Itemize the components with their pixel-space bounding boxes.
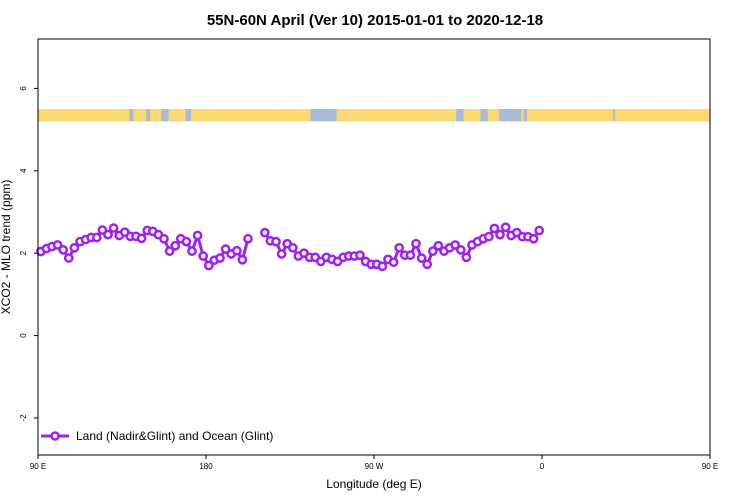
data-point [220,244,231,254]
legend: Land (Nadir&Glint) and Ocean (Glint) [41,429,273,443]
y-tick-label: 4 [19,168,28,173]
data-point [231,245,242,256]
data-point [433,240,444,251]
y-tick-label: -2 [19,414,28,422]
land-segment [118,109,130,122]
data-point [405,250,416,261]
y-tick-label: 2 [19,250,28,255]
data-point [164,246,175,256]
x-tick-label: 0 [540,462,545,471]
x-tick-label: 90 E [30,462,46,471]
data-point [198,251,209,261]
data-point [136,233,147,244]
data-point [237,254,248,265]
data-point [394,242,405,253]
data-point [483,231,494,242]
data-point [69,242,80,253]
x-tick-label: 90 E [702,462,718,471]
data-point [388,257,399,268]
data-point [108,223,119,233]
legend-marker-swatch [50,431,60,441]
data-point [103,229,113,240]
data-series [35,222,545,272]
land-segment [168,109,186,122]
land-segment [609,109,613,122]
land-segment [614,109,710,122]
data-point [187,246,197,256]
data-point [170,240,181,251]
legend-label: Land (Nadir&Glint) and Ocean (Glint) [76,429,273,443]
data-point [355,250,365,261]
y-tick-label: 0 [19,333,28,338]
land-segment [191,109,276,122]
data-point [422,259,433,270]
data-point [192,230,203,241]
data-point [215,253,225,263]
land-segment [275,109,311,122]
data-point [203,260,214,271]
plot-frame [37,38,711,456]
data-point [489,223,500,234]
data-point [181,236,192,247]
x-tick-label: 180 [199,462,213,471]
data-point [455,245,466,255]
land-segment [487,109,500,122]
land-segment [38,109,119,122]
data-point [416,253,427,263]
data-point [259,227,270,238]
data-point [271,236,281,247]
data-point [276,249,287,259]
data-point [91,232,102,243]
data-point [287,242,298,253]
data-point [461,252,472,263]
data-point [495,229,505,240]
land-mask-band [38,109,710,122]
y-tick-label: 6 [19,86,28,91]
data-point [534,225,545,236]
data-point [411,238,421,249]
data-point [528,233,539,244]
data-point [58,245,69,255]
data-point [63,253,74,263]
data-point [52,240,63,250]
land-segment [521,109,524,122]
land-segment [463,109,481,122]
land-segment [150,109,162,122]
data-point [450,240,461,250]
data-point [427,246,438,256]
x-tick-label: 90 W [365,462,384,471]
land-segment [133,109,147,122]
y-axis: -2 0 2 4 6 [19,86,38,422]
x-axis: 90 E 180 90 W 0 90 E [30,455,718,471]
data-point [377,261,388,272]
land-segment [336,109,457,122]
chart-title: 55N-60N April (Ver 10) 2015-01-01 to 202… [207,12,543,29]
x-axis-label: Longitude (deg E) [326,477,421,491]
data-point [500,222,511,233]
land-segment [527,109,610,122]
data-point [243,233,253,244]
y-axis-label: XCO2 - MLO trend (ppm) [0,180,13,315]
data-point [159,233,169,244]
